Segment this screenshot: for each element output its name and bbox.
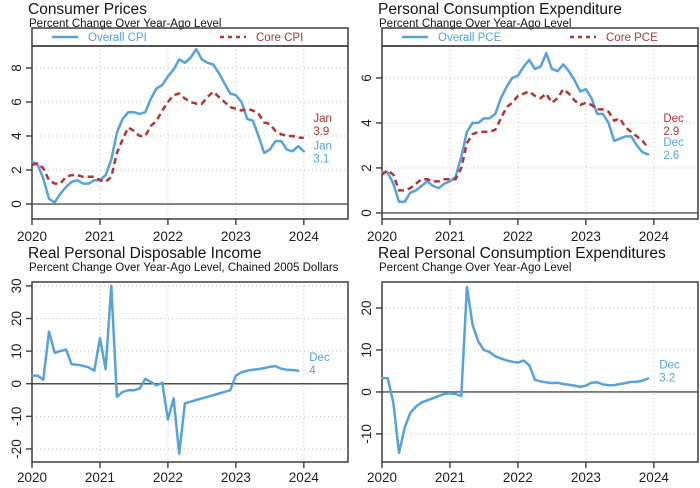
x-tick-label: 2021 xyxy=(85,470,115,485)
chart-title: Personal Consumption Expenditure xyxy=(378,1,622,18)
annotation-label: 4 xyxy=(309,365,316,377)
consumer-prices-plot: 0 2 4 6 8 2020 2021 2022 2023 2024 Overall CPI Core… xyxy=(9,27,349,244)
series-real-personal-consumption-expenditures xyxy=(380,285,650,455)
x-tick-label: 2021 xyxy=(435,229,465,244)
y-tick-label: 0 xyxy=(9,200,24,208)
series-overall-cpi xyxy=(30,47,306,204)
annotation-label: Dec xyxy=(659,360,680,372)
x-tick-label: 2020 xyxy=(17,470,47,485)
annotation-label: 3.9 xyxy=(313,126,329,138)
x-tick-label: 2024 xyxy=(289,229,320,244)
y-tick-label: 20 xyxy=(359,300,374,315)
x-tick-label: 2024 xyxy=(639,229,670,244)
x-tick-label: 2024 xyxy=(289,470,320,485)
x-tick-label: 2024 xyxy=(639,470,670,485)
annotation-label: 3.2 xyxy=(659,373,675,385)
chart-subtitle: Percent Change Over Year-Ago Level xyxy=(29,18,222,30)
annotation-label: 3.1 xyxy=(313,153,329,165)
annotation-label: 2.6 xyxy=(663,150,679,162)
y-tick-label: -10 xyxy=(9,407,24,427)
y-tick-label: 0 xyxy=(359,388,374,396)
x-tick-label: 2021 xyxy=(85,229,115,244)
x-tick-label: 2022 xyxy=(503,470,533,485)
y-tick-label: 4 xyxy=(359,119,374,127)
legend-label: Overall PCE xyxy=(438,32,502,44)
x-tick-label: 2020 xyxy=(367,470,397,485)
chart-title: Real Personal Consumption Expenditures xyxy=(378,245,666,262)
plot-border xyxy=(31,281,349,463)
chart-subtitle: Percent Change Over Year-Ago Level xyxy=(379,262,572,274)
plot-border xyxy=(381,281,699,463)
y-tick-label: 2 xyxy=(359,164,374,172)
legend-box xyxy=(381,27,699,47)
pce-plot: 0 2 4 6 2020 2021 2022 2023 2024 Overall PCE Core … xyxy=(359,27,699,244)
y-tick-label: -20 xyxy=(9,439,24,459)
annotation-label: Jan xyxy=(313,113,332,125)
annotation-label: 2.9 xyxy=(663,126,679,138)
annotation-label: Dec xyxy=(663,137,684,149)
series-overall-pce xyxy=(380,51,650,203)
y-tick-label: 0 xyxy=(9,380,24,388)
x-tick-label: 2023 xyxy=(221,470,251,485)
x-tick-label: 2021 xyxy=(435,470,465,485)
series-real-personal-disposable-income xyxy=(30,284,300,456)
y-tick-label: -10 xyxy=(359,424,374,444)
chart-title: Consumer Prices xyxy=(28,1,147,18)
plot-border xyxy=(381,45,699,220)
y-tick-label: 8 xyxy=(9,64,24,72)
panel-real-pce: Real Personal Consumption Expenditures P… xyxy=(350,244,700,488)
x-tick-label: 2022 xyxy=(153,470,183,485)
panel-consumer-prices: Consumer Prices Percent Change Over Year… xyxy=(0,0,350,244)
y-tick-label: 10 xyxy=(9,344,24,359)
x-tick-label: 2023 xyxy=(571,229,601,244)
panel-pce: Personal Consumption Expenditure Percent… xyxy=(350,0,700,244)
x-tick-label: 2022 xyxy=(153,229,183,244)
y-tick-label: 4 xyxy=(9,132,24,140)
y-tick-label: 6 xyxy=(359,74,374,82)
annotation-label: Dec xyxy=(663,113,684,125)
y-tick-label: 0 xyxy=(359,209,374,217)
y-tick-label: 6 xyxy=(9,98,24,106)
y-tick-label: 30 xyxy=(9,278,24,293)
x-tick-label: 2020 xyxy=(17,229,47,244)
legend-label: Overall CPI xyxy=(88,32,147,44)
series-core-cpi xyxy=(31,90,304,185)
chart-title: Real Personal Disposable Income xyxy=(28,245,262,262)
annotation-label: Dec xyxy=(309,352,330,364)
x-tick-label: 2023 xyxy=(221,229,251,244)
chart-subtitle: Percent Change Over Year-Ago Level xyxy=(379,18,572,30)
chart-subtitle: Percent Change Over Year-Ago Level, Chai… xyxy=(29,262,339,274)
panel-real-disposable-income: Real Personal Disposable Income Percent … xyxy=(0,244,350,488)
legend-label: Core CPI xyxy=(256,32,303,44)
annotation-label: Jan xyxy=(313,140,332,152)
legend-box xyxy=(31,27,349,47)
legend-label: Core PCE xyxy=(606,32,658,44)
x-tick-label: 2020 xyxy=(367,229,397,244)
x-tick-label: 2023 xyxy=(571,470,601,485)
plot-border xyxy=(31,45,349,220)
y-tick-label: 2 xyxy=(9,166,24,174)
y-tick-label: 20 xyxy=(9,311,24,326)
series-core-pce xyxy=(381,87,650,192)
x-tick-label: 2022 xyxy=(503,229,533,244)
y-tick-label: 10 xyxy=(359,342,374,357)
